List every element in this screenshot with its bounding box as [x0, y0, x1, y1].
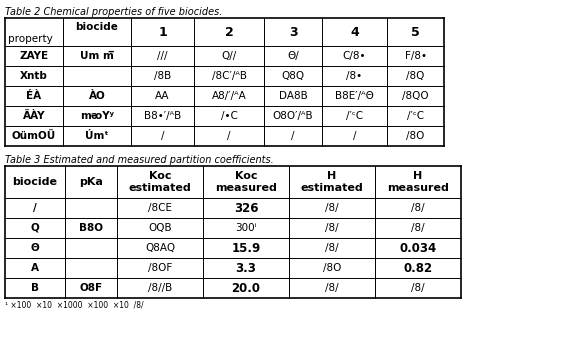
Text: 15.9: 15.9 — [232, 241, 261, 254]
Text: /8O: /8O — [406, 131, 425, 141]
Text: biocide: biocide — [76, 22, 119, 32]
Text: /: / — [33, 203, 37, 213]
Text: Q8AQ: Q8AQ — [145, 243, 175, 253]
Text: /8/: /8/ — [411, 223, 425, 233]
Text: /8QO: /8QO — [402, 91, 429, 101]
Text: O8O′/ᴬB: O8O′/ᴬB — [273, 111, 313, 121]
Text: /: / — [353, 131, 356, 141]
Text: /: / — [227, 131, 230, 141]
Text: /8CE: /8CE — [148, 203, 172, 213]
Text: C/8•: C/8• — [343, 51, 366, 61]
Text: /: / — [291, 131, 294, 141]
Text: B8E′/ᴬΘ: B8E′/ᴬΘ — [335, 91, 374, 101]
Text: 5: 5 — [411, 26, 420, 39]
Text: A8/′/ᴬA: A8/′/ᴬA — [212, 91, 246, 101]
Text: /8/: /8/ — [325, 283, 339, 293]
Text: Um m̅: Um m̅ — [80, 51, 114, 61]
Text: 0.82: 0.82 — [403, 261, 432, 274]
Text: /8Q: /8Q — [406, 71, 425, 81]
Text: ÀO: ÀO — [88, 91, 105, 101]
Text: /8//B: /8//B — [148, 283, 172, 293]
Text: /8/: /8/ — [325, 243, 339, 253]
Bar — [5, 166, 461, 298]
Text: /8O: /8O — [323, 263, 341, 273]
Text: DA8B: DA8B — [279, 91, 307, 101]
Text: 20.0: 20.0 — [232, 282, 261, 294]
Text: 3: 3 — [289, 26, 297, 39]
Text: ///: /// — [157, 51, 168, 61]
Text: Θ/: Θ/ — [287, 51, 299, 61]
Text: H
estimated: H estimated — [301, 171, 363, 193]
Text: Úmᵗ: Úmᵗ — [85, 131, 109, 141]
Text: ZAYE: ZAYE — [19, 51, 48, 61]
Text: /8OF: /8OF — [148, 263, 172, 273]
Text: /: / — [161, 131, 164, 141]
Text: OQB: OQB — [148, 223, 172, 233]
Text: 1: 1 — [158, 26, 167, 39]
Text: AA: AA — [155, 91, 170, 101]
Text: ¹ ×100  ×10  ×1000  ×100  ×10  /8/: ¹ ×100 ×10 ×1000 ×100 ×10 /8/ — [5, 300, 144, 309]
Text: Q8Q: Q8Q — [282, 71, 304, 81]
Text: mᴔYʸ: mᴔYʸ — [80, 111, 114, 121]
Text: H
measured: H measured — [387, 171, 449, 193]
Text: 0.034: 0.034 — [399, 241, 436, 254]
Text: /8•: /8• — [346, 71, 363, 81]
Text: Q: Q — [31, 223, 40, 233]
Bar — [5, 18, 444, 146]
Text: pKa: pKa — [79, 177, 103, 187]
Text: O8F: O8F — [79, 283, 102, 293]
Text: Koc
measured: Koc measured — [215, 171, 277, 193]
Text: /•C: /•C — [221, 111, 237, 121]
Text: Table 2 Chemical properties of five biocides.: Table 2 Chemical properties of five bioc… — [5, 7, 222, 17]
Text: 326: 326 — [234, 201, 258, 214]
Text: Koc
estimated: Koc estimated — [129, 171, 191, 193]
Text: /8/: /8/ — [325, 203, 339, 213]
Text: B: B — [31, 283, 39, 293]
Text: 3.3: 3.3 — [236, 261, 257, 274]
Text: /8/: /8/ — [411, 203, 425, 213]
Text: 2: 2 — [225, 26, 233, 39]
Text: property: property — [8, 34, 53, 44]
Text: 300ⁱ: 300ⁱ — [235, 223, 257, 233]
Text: biocide: biocide — [12, 177, 58, 187]
Text: Xntb: Xntb — [20, 71, 48, 81]
Text: Table 3 Estimated and measured partition coefficients.: Table 3 Estimated and measured partition… — [5, 155, 274, 165]
Text: 4: 4 — [350, 26, 359, 39]
Text: Q//: Q// — [221, 51, 237, 61]
Text: B8O: B8O — [79, 223, 103, 233]
Text: /′ᶜC: /′ᶜC — [346, 111, 363, 121]
Text: Θ: Θ — [31, 243, 40, 253]
Text: /′ᶜC: /′ᶜC — [407, 111, 424, 121]
Text: A: A — [31, 263, 39, 273]
Text: /8C′/ᴬB: /8C′/ᴬB — [211, 71, 247, 81]
Text: F/8•: F/8• — [404, 51, 427, 61]
Text: B8•′/ᴬB: B8•′/ᴬB — [144, 111, 181, 121]
Text: /8B: /8B — [154, 71, 171, 81]
Text: /8/: /8/ — [411, 283, 425, 293]
Text: /8/: /8/ — [325, 223, 339, 233]
Text: ÉÀ: ÉÀ — [26, 91, 41, 101]
Text: ÄÀY: ÄÀY — [23, 111, 45, 121]
Text: OümOÜ: OümOÜ — [12, 131, 56, 141]
